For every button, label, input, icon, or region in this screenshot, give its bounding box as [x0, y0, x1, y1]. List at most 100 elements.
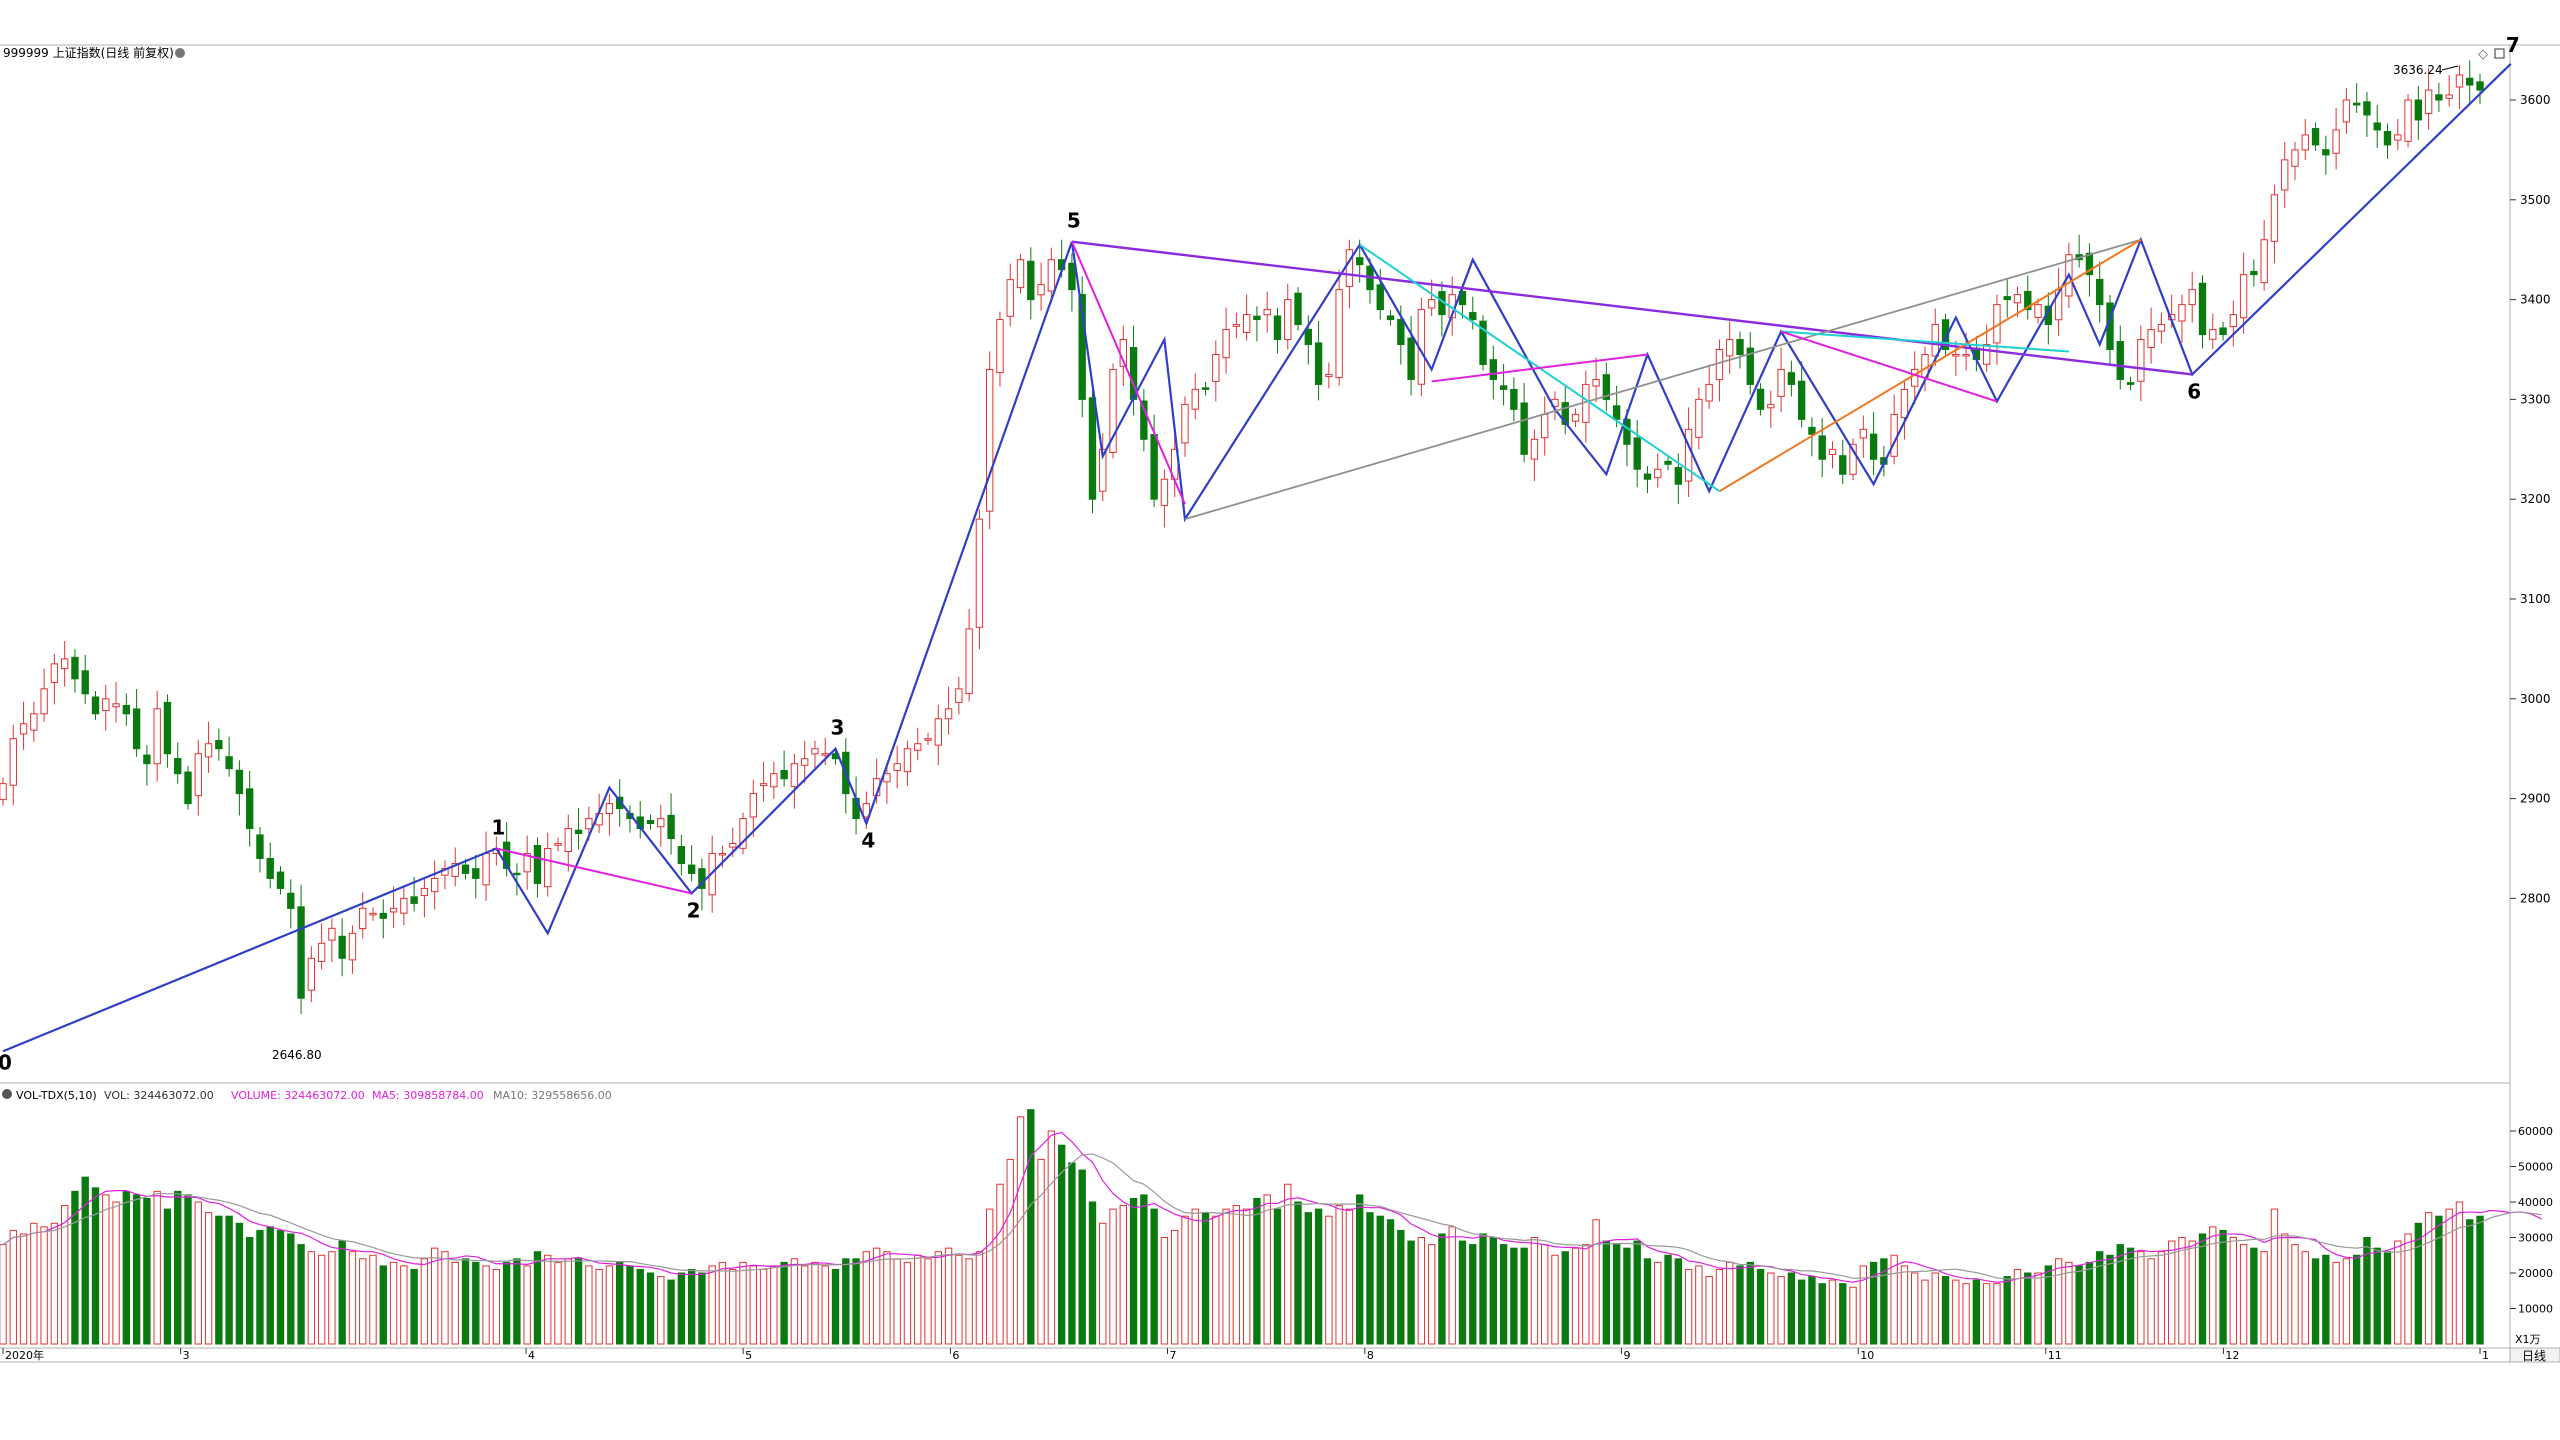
settings-icon[interactable] — [175, 48, 185, 58]
candle — [1335, 289, 1343, 379]
volume-bar — [1633, 1240, 1641, 1345]
volume-bar — [2455, 1201, 2464, 1345]
candle — [1016, 259, 1025, 289]
candle — [379, 912, 387, 919]
candle — [1695, 398, 1703, 438]
restore-icon[interactable] — [2494, 48, 2505, 59]
volume-bar — [1756, 1268, 1765, 1345]
volume-bar — [780, 1261, 788, 1345]
volume-bar — [1438, 1233, 1446, 1345]
candle — [2291, 149, 2299, 167]
candle — [297, 906, 305, 999]
candle — [2178, 304, 2186, 322]
candle — [1654, 468, 1662, 479]
volume-bar — [2239, 1244, 2248, 1345]
candle — [2332, 129, 2340, 154]
trend-line-magenta-3 — [1431, 353, 1648, 383]
candle — [1068, 262, 1076, 291]
volume-bar — [1263, 1194, 1271, 1345]
volume-bar — [1325, 1215, 1333, 1345]
volume-bar — [1541, 1244, 1549, 1345]
volume-settings-icon[interactable] — [2, 1089, 12, 1099]
candle — [1982, 344, 1991, 365]
volume-bar — [297, 1244, 305, 1345]
volume-bar — [204, 1212, 213, 1345]
candle — [2024, 290, 2032, 311]
wave-label-4: 4 — [861, 829, 875, 853]
candle — [389, 907, 398, 913]
candle — [359, 907, 367, 930]
candle — [9, 738, 17, 786]
wave-label-2: 2 — [687, 898, 701, 922]
volume-bar — [1119, 1205, 1127, 1345]
candle — [729, 843, 737, 848]
candle — [718, 852, 727, 856]
candle — [2363, 101, 2371, 116]
volume-bar — [2137, 1251, 2145, 1345]
volume-bar — [1407, 1240, 1415, 1345]
volume-bar — [2198, 1233, 2207, 1345]
volume-bar — [1921, 1279, 1929, 1345]
volume-bar — [276, 1229, 285, 1345]
candle — [0, 783, 7, 801]
volume-bar — [564, 1258, 572, 1345]
candle — [235, 769, 244, 795]
volume-bar — [1376, 1215, 1384, 1345]
candle — [1088, 397, 1097, 500]
candle — [1469, 312, 1477, 321]
volume-bar — [1294, 1201, 1302, 1345]
volume-bar — [1746, 1261, 1754, 1345]
volume-bar — [2116, 1244, 2124, 1345]
volume-indicator-name: VOL-TDX(5,10) — [16, 1089, 97, 1102]
candle — [1530, 438, 1539, 460]
volume-bar — [122, 1190, 131, 1345]
candle — [1242, 314, 1251, 334]
volume-bar — [492, 1268, 501, 1345]
ma10-value-label: MA10: 329558656.00 — [493, 1089, 612, 1102]
volume-bar — [2476, 1215, 2484, 1345]
period-label[interactable]: 日线 — [2522, 1349, 2546, 1363]
candlestick-series — [0, 60, 2484, 1015]
candle — [1592, 378, 1600, 387]
volume-unit-label: X1万 — [2515, 1333, 2541, 1346]
candle — [19, 723, 28, 735]
date-tick-label: 3 — [183, 1349, 190, 1362]
volume-bar — [1828, 1279, 1837, 1345]
candle — [615, 796, 624, 810]
volume-bar — [2311, 1258, 2320, 1345]
volume-bar — [1027, 1109, 1035, 1345]
candle — [1325, 373, 1333, 377]
candle — [862, 803, 871, 818]
candle — [533, 845, 542, 884]
volume-bar — [2352, 1254, 2361, 1345]
volume-bar — [718, 1261, 727, 1345]
volume-bar — [348, 1251, 357, 1345]
candle — [1232, 324, 1241, 327]
candle — [646, 820, 655, 825]
volume-bar — [554, 1261, 562, 1345]
candle — [102, 698, 110, 712]
volume-bar — [872, 1247, 881, 1345]
volume-bar — [1674, 1258, 1683, 1345]
candle — [1397, 319, 1405, 346]
volume-bar — [883, 1251, 891, 1345]
period-button[interactable] — [2509, 1347, 2560, 1363]
candle — [903, 748, 912, 773]
candle — [1201, 387, 1210, 390]
volume-bar — [1715, 1268, 1724, 1345]
candle — [1314, 342, 1323, 385]
candle — [482, 852, 490, 886]
candle — [194, 753, 202, 797]
volume-bar — [1304, 1212, 1312, 1345]
diamond-icon[interactable]: ◇ — [2478, 47, 2488, 62]
candle — [2301, 134, 2309, 151]
volume-bar — [1654, 1261, 1662, 1345]
candle — [1777, 368, 1785, 397]
volume-bar — [1448, 1226, 1456, 1345]
volume-bar — [81, 1176, 89, 1345]
channel-line-purple — [1071, 240, 2193, 376]
candle — [266, 857, 274, 879]
candle — [1191, 388, 1199, 410]
candle — [2342, 99, 2351, 123]
